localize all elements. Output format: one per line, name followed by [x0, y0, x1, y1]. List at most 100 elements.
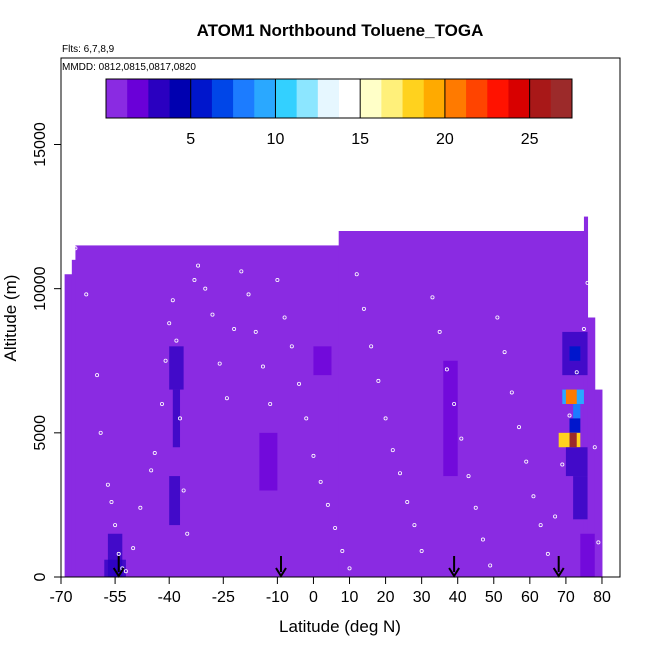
- x-tick-label-13: 80: [593, 589, 611, 606]
- arrow-marker-0: [112, 556, 125, 578]
- track-point-22: [192, 278, 197, 283]
- plot-frame: [60, 57, 621, 578]
- colorbar-tick-label-3: 20: [436, 131, 454, 148]
- field-segment-5: [587, 317, 596, 577]
- y-tick-label-2: 10000: [32, 266, 49, 311]
- heatmap-cell-15: [569, 432, 577, 448]
- track-point-27: [224, 396, 229, 401]
- colorbar: 5 10 15 20 25: [105, 78, 573, 148]
- track-point-34: [275, 278, 280, 283]
- colorbar-swatch-16: [444, 79, 467, 118]
- track-point-4: [105, 482, 110, 487]
- colorbar-swatch-17: [466, 79, 488, 118]
- x-tick-label-5: 0: [309, 589, 318, 606]
- field-segment-0: [64, 274, 73, 577]
- colorbar-swatch-20: [529, 79, 552, 118]
- track-point-12: [149, 468, 154, 473]
- track-point-73: [560, 462, 565, 467]
- x-tick-label-0: -70: [49, 589, 72, 606]
- arrow-marker-1: [275, 556, 287, 578]
- arrow-marker-3: [552, 556, 565, 578]
- track-point-25: [210, 312, 215, 317]
- colorbar-swatch-0: [106, 79, 128, 118]
- track-point-18: [174, 338, 179, 343]
- flight-track-layer: [73, 246, 601, 574]
- heatmap-cell-5: [259, 432, 278, 491]
- colorbar-swatch-2: [148, 79, 170, 118]
- x-tick-label-6: 10: [341, 589, 359, 606]
- track-point-50: [390, 448, 395, 453]
- track-point-1: [84, 292, 89, 297]
- track-point-69: [531, 494, 536, 499]
- track-point-19: [178, 416, 183, 421]
- colorbar-swatch-12: [360, 79, 382, 118]
- arrow-head-0: [112, 567, 125, 578]
- colorbar-swatch-15: [423, 79, 446, 118]
- colorbar-swatch-21: [550, 79, 573, 118]
- heatmap-cell-18: [580, 533, 595, 577]
- heatmap-cell-17: [573, 476, 588, 520]
- track-point-21: [185, 531, 190, 536]
- arrow-marker-2: [448, 556, 460, 578]
- track-point-13: [152, 451, 157, 456]
- track-point-10: [131, 546, 136, 551]
- heatmap-cell-0: [169, 346, 184, 390]
- track-point-31: [253, 329, 258, 334]
- track-point-64: [495, 315, 500, 320]
- x-tick-label-9: 40: [449, 589, 467, 606]
- colorbar-swatch-7: [254, 79, 276, 118]
- colorbar-tick-label-4: 25: [521, 131, 539, 148]
- track-point-33: [268, 401, 273, 406]
- track-point-37: [297, 381, 302, 386]
- track-point-48: [376, 378, 381, 383]
- axes: -70 -55 -40 -25 -10 0 10 20 30 40 50 60 70 80 0 5000 100…: [32, 57, 621, 606]
- heatmap-cell-9: [569, 346, 581, 361]
- colorbar-frame: [105, 78, 573, 119]
- track-point-62: [480, 537, 485, 542]
- colorbar-swatch-14: [402, 79, 425, 118]
- colorbar-swatch-8: [275, 79, 298, 118]
- track-point-45: [354, 272, 359, 277]
- track-point-56: [437, 329, 442, 334]
- field-segment-2: [75, 245, 340, 577]
- heatmap-cell-12: [573, 404, 581, 419]
- x-tick-label-1: -55: [104, 589, 127, 606]
- track-point-26: [217, 361, 222, 366]
- colorbar-tick-label-2: 15: [351, 131, 369, 148]
- x-tick-label-3: -25: [212, 589, 235, 606]
- field-segment-1: [71, 259, 76, 577]
- colorbar-swatch-4: [190, 79, 213, 118]
- arrow-head-3: [552, 567, 565, 578]
- track-point-6: [113, 523, 118, 528]
- heatmap-cell-7: [443, 360, 458, 477]
- track-point-77: [585, 280, 590, 285]
- track-point-61: [473, 505, 478, 510]
- x-tick-label-11: 60: [521, 589, 539, 606]
- track-point-5: [109, 500, 114, 505]
- track-point-46: [361, 306, 366, 311]
- field-segment-6: [594, 389, 603, 577]
- heatmap-cell-1: [172, 389, 181, 448]
- track-point-32: [260, 364, 265, 369]
- flights-label: Flts: 6,7,8,9: [62, 44, 115, 55]
- arrow-head-1: [275, 567, 287, 578]
- track-point-17: [170, 298, 175, 303]
- track-point-54: [419, 549, 424, 554]
- y-tick-label-3: 15000: [32, 122, 49, 167]
- track-point-57: [444, 367, 449, 372]
- track-point-24: [203, 286, 208, 291]
- track-point-53: [412, 523, 417, 528]
- track-point-0: [73, 246, 78, 251]
- arrow-layer: [112, 556, 565, 578]
- track-point-51: [398, 471, 403, 476]
- colorbar-swatch-18: [487, 79, 509, 118]
- track-point-72: [553, 514, 558, 519]
- colorbar-swatch-10: [317, 79, 340, 118]
- chart-title: ATOM1 Northbound Toluene_TOGA: [197, 21, 484, 40]
- y-tick-label-0: 0: [32, 572, 49, 581]
- track-point-55: [430, 295, 435, 300]
- track-point-16: [167, 321, 172, 326]
- track-point-74: [567, 413, 572, 418]
- track-point-63: [488, 563, 493, 568]
